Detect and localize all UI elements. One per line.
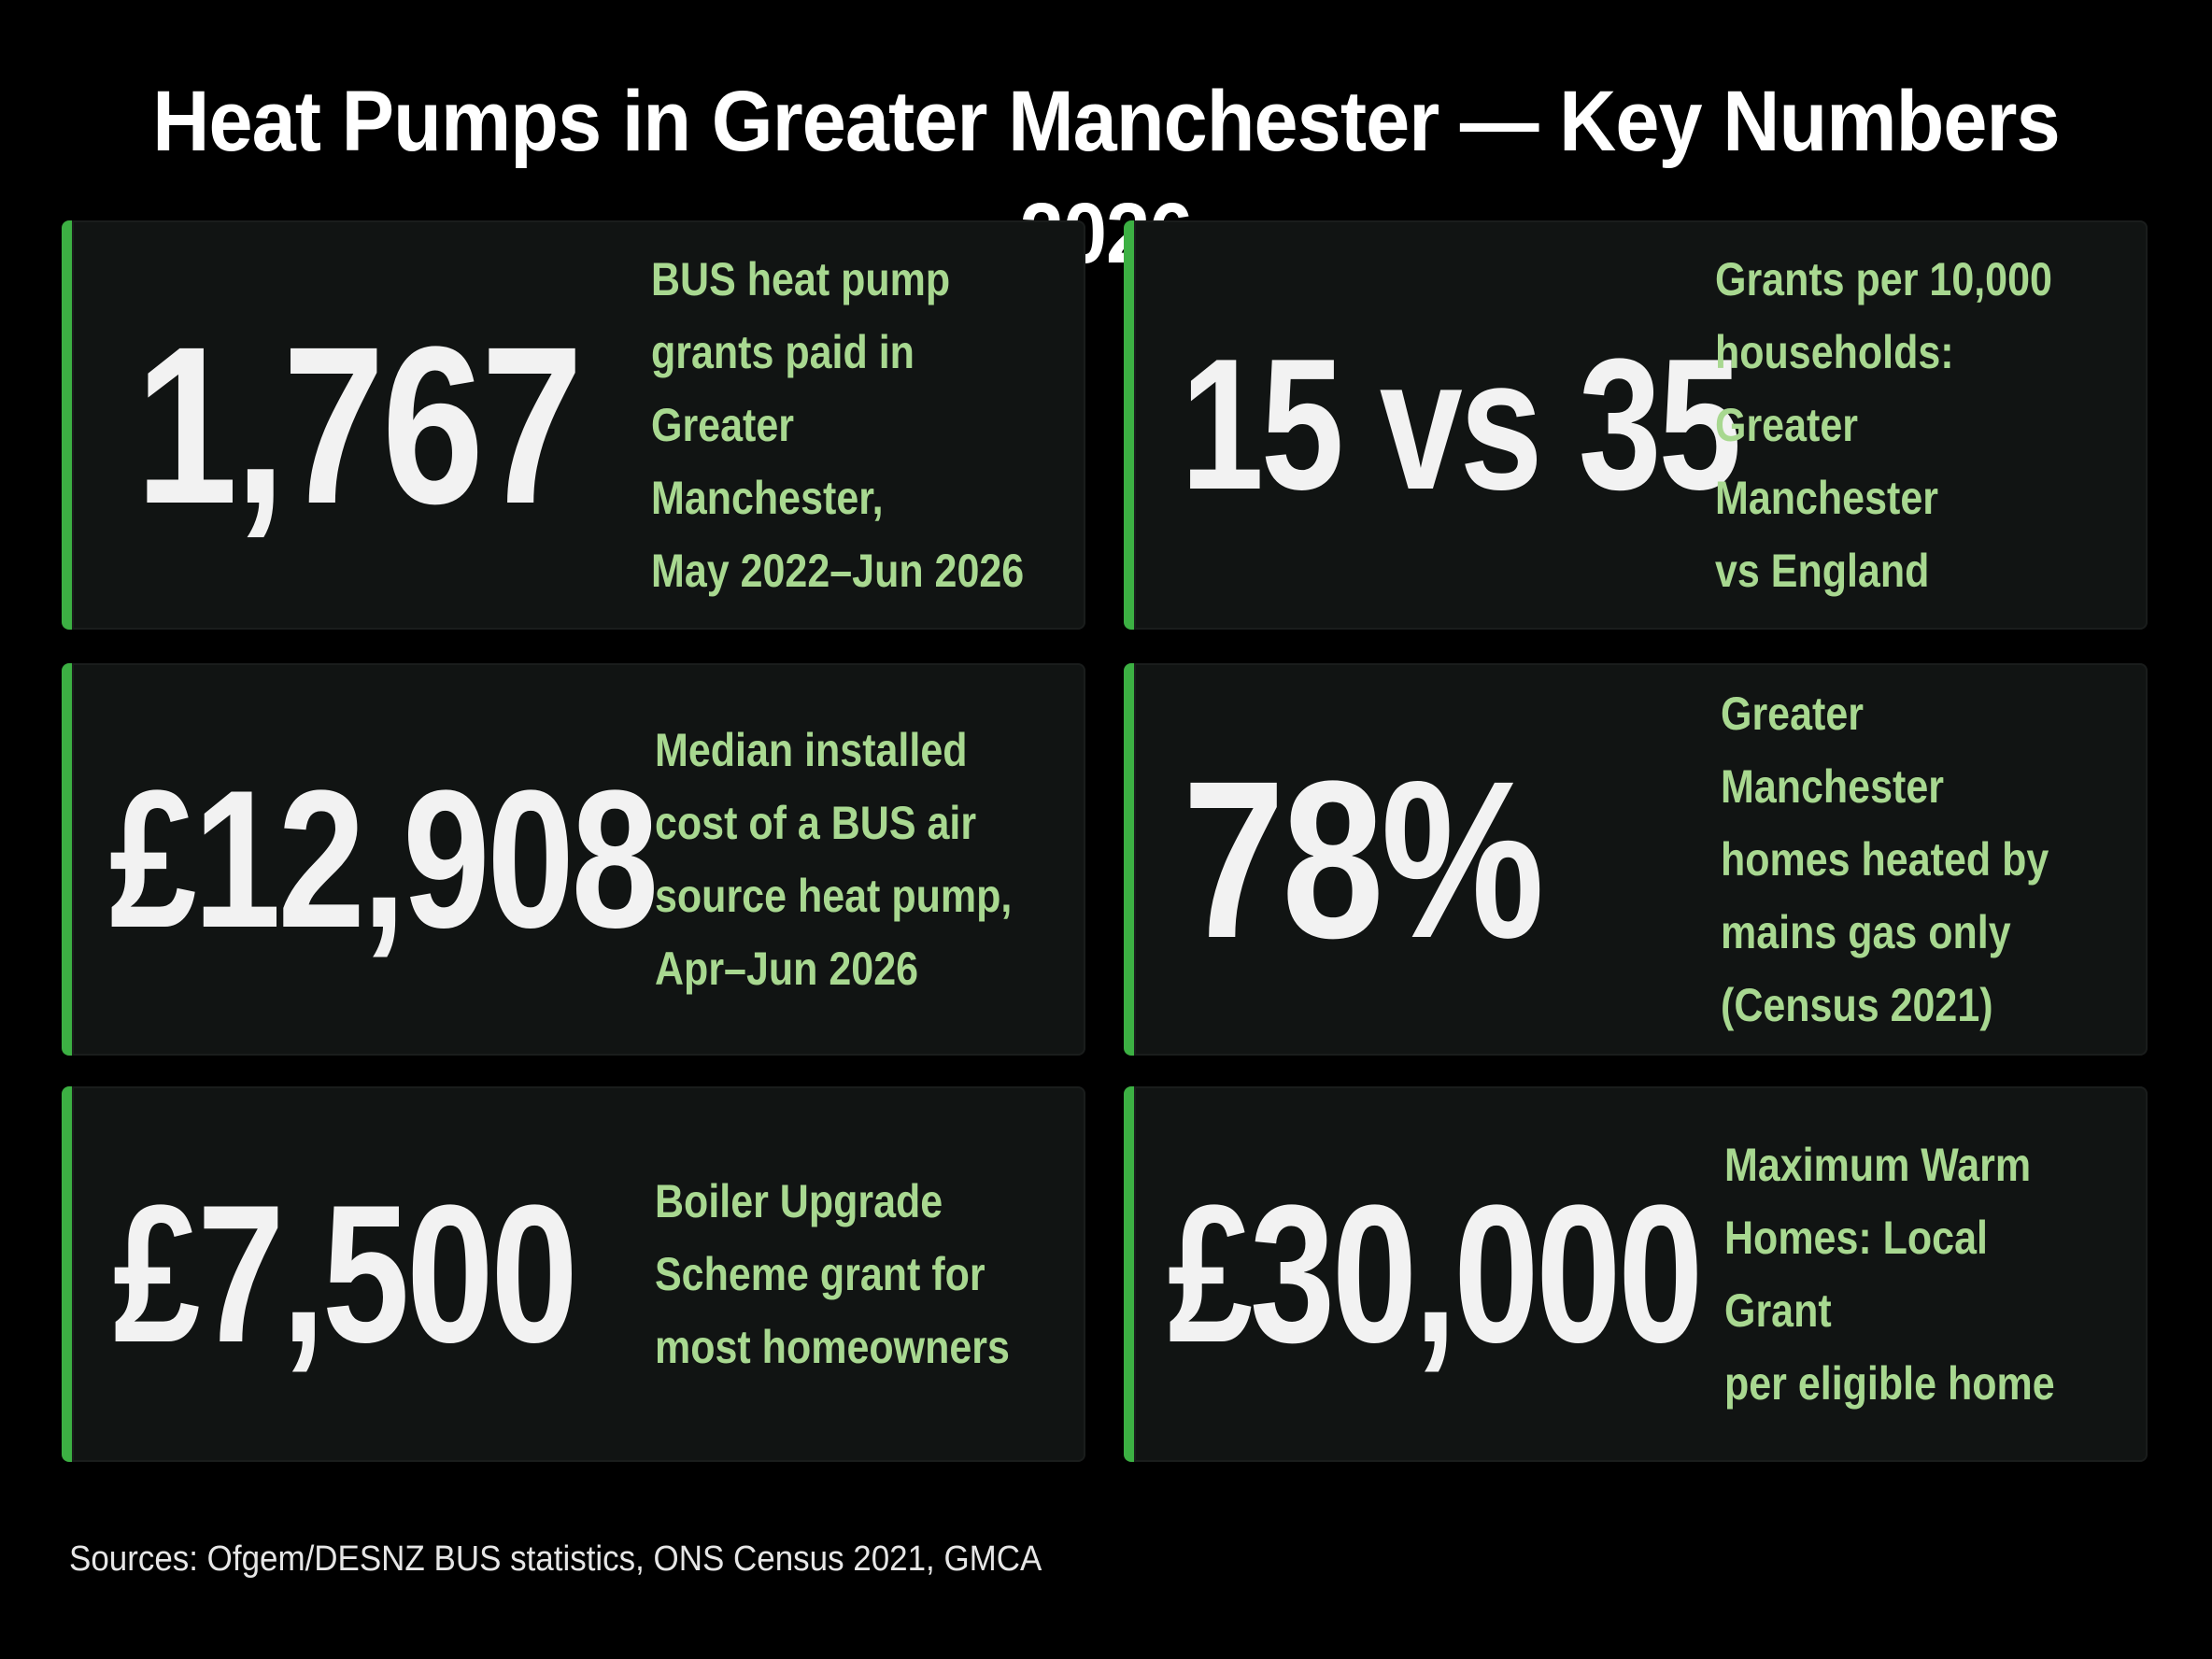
sources-footnote: Sources: Ofgem/DESNZ BUS statistics, ONS…: [69, 1539, 1042, 1579]
stat-label: Maximum Warm Homes: Local Grant per elig…: [1724, 1139, 2055, 1410]
stat-card-bus-grant-amount: £7,500 Boiler Upgrade Scheme grant for m…: [62, 1086, 1085, 1462]
stat-card-grants-per-households: 15 vs 35 Grants per 10,000 households: G…: [1124, 220, 2148, 630]
stat-value: £12,908: [109, 749, 659, 969]
stat-value: 15 vs 35: [1181, 320, 1741, 529]
stat-label: Median installed cost of a BUS air sourc…: [655, 724, 1013, 995]
stat-value: 1,767: [135, 300, 583, 550]
stat-card-bus-grants-paid: 1,767 BUS heat pump grants paid in Great…: [62, 220, 1085, 630]
stat-card-mains-gas-share: 78% Greater Manchester homes heated by m…: [1124, 663, 2148, 1056]
stat-label: Greater Manchester homes heated by mains…: [1721, 688, 2049, 1031]
stat-card-warm-homes-grant: £30,000 Maximum Warm Homes: Local Grant …: [1124, 1086, 2148, 1462]
stat-label: BUS heat pump grants paid in Greater Man…: [651, 253, 1025, 597]
stat-label: Boiler Upgrade Scheme grant for most hom…: [655, 1175, 1010, 1373]
stat-card-median-cost: £12,908 Median installed cost of a BUS a…: [62, 663, 1085, 1056]
stat-value: £7,500: [113, 1164, 578, 1383]
stat-value: 78%: [1183, 734, 1544, 985]
stat-value: £30,000: [1168, 1164, 1703, 1383]
stat-label: Grants per 10,000 households: Greater Ma…: [1715, 253, 2052, 597]
